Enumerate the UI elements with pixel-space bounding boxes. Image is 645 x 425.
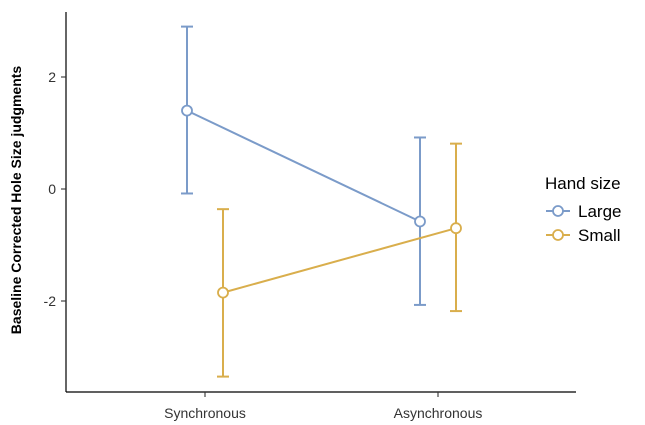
plot-area (181, 25, 462, 378)
legend-key-point-large (552, 205, 564, 217)
legend-key-point-small (552, 229, 564, 241)
legend: Hand size Large Small (545, 174, 621, 245)
data-point-small (217, 286, 229, 299)
x-tick-label: Asynchronous (394, 405, 483, 421)
y-axis-label: Baseline Corrected Hole Size judgments (8, 66, 24, 335)
data-point-large (414, 215, 426, 228)
series-line-small (222, 227, 457, 294)
legend-label-large: Large (578, 202, 621, 221)
axes: -2 0 2 Synchronous Asynchronous (44, 12, 576, 421)
y-tick-label: 2 (48, 69, 56, 85)
data-point-large (181, 104, 193, 117)
series-line-large (186, 109, 421, 223)
y-tick-label: -2 (44, 293, 57, 309)
data-point-small (450, 222, 462, 235)
legend-label-small: Small (578, 226, 621, 245)
legend-title: Hand size (545, 174, 621, 193)
x-tick-label: Synchronous (164, 405, 246, 421)
y-tick-label: 0 (48, 181, 56, 197)
